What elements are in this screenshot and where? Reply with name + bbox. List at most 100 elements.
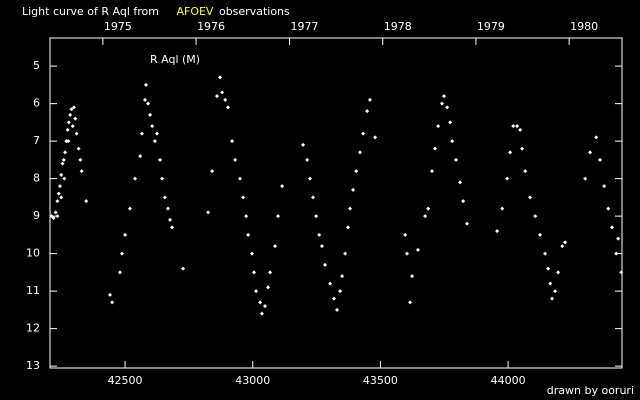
data-point — [160, 176, 165, 181]
data-point — [79, 169, 84, 174]
data-point — [495, 229, 500, 234]
data-point — [61, 157, 66, 162]
plot-frame — [49, 37, 623, 369]
data-point — [223, 97, 228, 102]
data-point — [150, 124, 155, 129]
data-point — [249, 251, 254, 256]
data-point — [614, 251, 619, 256]
data-point — [426, 206, 431, 211]
data-point — [373, 135, 378, 140]
data-point — [500, 206, 505, 211]
data-point — [538, 232, 543, 237]
data-point — [127, 206, 132, 211]
data-point — [338, 289, 343, 294]
data-point — [120, 251, 125, 256]
x2-tick-label: 1978 — [384, 20, 412, 33]
data-point — [280, 184, 285, 189]
data-point — [148, 112, 153, 117]
title-source: AFOEV — [176, 5, 213, 18]
data-point — [84, 199, 89, 204]
data-point — [548, 281, 553, 286]
data-point — [546, 266, 551, 271]
data-point — [335, 307, 340, 312]
data-point — [162, 195, 167, 200]
data-point — [117, 270, 122, 275]
data-point — [423, 214, 428, 219]
data-point — [305, 157, 310, 162]
data-point — [237, 176, 242, 181]
data-point — [62, 176, 67, 181]
data-point — [328, 281, 333, 286]
y-tick-label: 12 — [26, 322, 40, 335]
data-point — [254, 289, 259, 294]
data-point — [152, 139, 157, 144]
data-point — [361, 131, 366, 136]
data-point — [66, 120, 71, 125]
data-point — [464, 221, 469, 226]
data-point — [139, 131, 144, 136]
data-point — [461, 199, 466, 204]
data-point — [218, 75, 223, 80]
data-point — [439, 101, 444, 106]
data-point — [442, 94, 447, 99]
data-point — [68, 112, 73, 117]
data-point — [158, 157, 163, 162]
annotation: R Aql (M) — [150, 53, 200, 66]
data-point — [307, 176, 312, 181]
data-point — [450, 139, 455, 144]
data-point — [518, 127, 523, 132]
data-point — [266, 285, 271, 290]
data-point — [133, 176, 138, 181]
data-point — [616, 236, 621, 241]
data-point — [458, 180, 463, 185]
data-point — [230, 139, 235, 144]
data-point — [619, 270, 624, 275]
data-point — [258, 300, 263, 305]
data-point — [415, 247, 420, 252]
x-tick-label: 42500 — [108, 374, 143, 387]
data-point — [53, 210, 58, 215]
data-point — [56, 191, 61, 196]
title-suffix: observations — [219, 5, 290, 18]
data-point — [515, 124, 520, 129]
data-point — [606, 206, 611, 211]
data-point — [602, 184, 607, 189]
data-point — [433, 146, 438, 151]
data-point — [225, 105, 230, 110]
data-point — [556, 270, 561, 275]
data-point — [78, 157, 83, 162]
data-point — [610, 225, 615, 230]
data-point — [138, 154, 143, 159]
data-point — [560, 244, 565, 249]
data-point — [365, 109, 370, 114]
credit: drawn by ooruri — [547, 384, 634, 397]
data-point — [272, 244, 277, 249]
data-point — [583, 176, 588, 181]
data-point — [346, 225, 351, 230]
y-tick-label: 13 — [26, 359, 40, 372]
data-point — [508, 150, 513, 155]
data-point — [505, 176, 510, 181]
x2-tick-label: 1980 — [570, 20, 598, 33]
data-point — [244, 214, 249, 219]
data-point — [454, 157, 459, 162]
data-point — [448, 120, 453, 125]
data-point — [55, 214, 60, 219]
data-point — [70, 124, 75, 129]
data-point — [246, 232, 251, 237]
data-point — [215, 94, 220, 99]
data-point — [367, 97, 372, 102]
data-point — [57, 184, 62, 189]
data-point — [403, 232, 408, 237]
data-point — [142, 97, 147, 102]
y-tick-label: 5 — [33, 59, 40, 72]
y-tick-label: 7 — [33, 134, 40, 147]
data-point — [323, 262, 328, 267]
data-point — [404, 251, 409, 256]
data-point — [64, 139, 69, 144]
data-point — [410, 274, 415, 279]
data-point — [233, 157, 238, 162]
data-point — [144, 82, 149, 87]
data-point — [348, 206, 353, 211]
